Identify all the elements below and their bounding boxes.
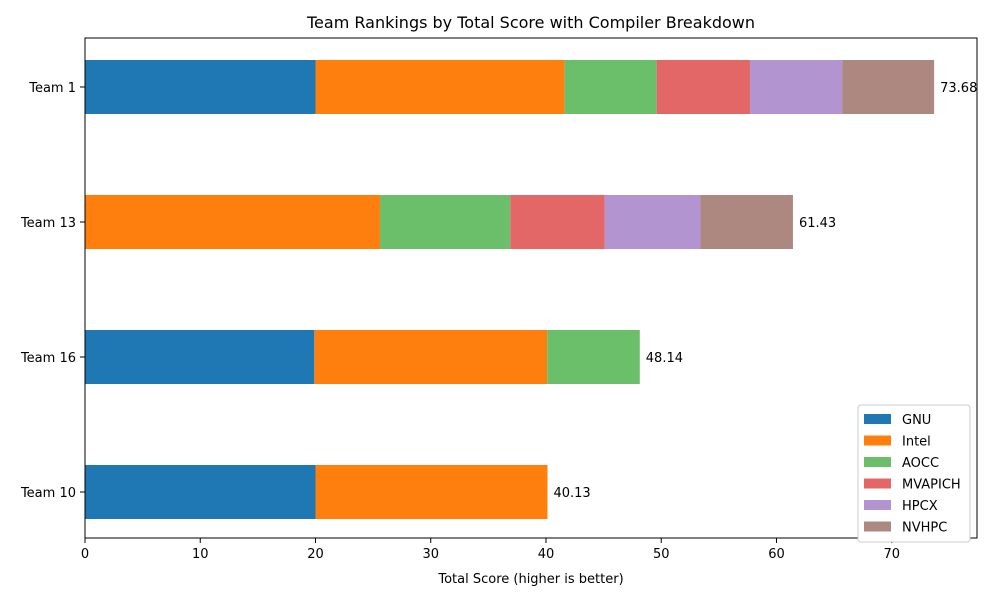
bar-hpcx-team-13 <box>605 195 701 249</box>
y-tick-label: Team 16 <box>20 351 76 366</box>
y-tick-label: Team 13 <box>20 216 76 231</box>
legend-label: MVAPICH <box>902 478 961 493</box>
plot-area: 73.68 Team 1 61.43 Team 13 48.14 Team 16 40.13… <box>20 60 977 562</box>
x-tick-label: 20 <box>307 547 324 562</box>
bar-mvapich-team-1 <box>657 60 750 114</box>
x-tick-label: 50 <box>653 547 670 562</box>
y-tick-label: Team 10 <box>20 486 76 501</box>
bar-hpcx-team-1 <box>750 60 842 114</box>
legend-label: GNU <box>902 413 931 428</box>
y-tick-label: Team 1 <box>28 81 76 96</box>
legend-label: Intel <box>902 435 931 450</box>
bar-gnu-team-16 <box>85 330 314 384</box>
bar-gnu-team-10 <box>85 465 315 519</box>
legend-swatch <box>864 479 891 489</box>
x-tick-label: 40 <box>538 547 555 562</box>
bar-aocc-team-1 <box>564 60 656 114</box>
legend-swatch <box>864 436 891 446</box>
x-tick-label: 60 <box>768 547 785 562</box>
legend-label: HPCX <box>902 499 938 514</box>
legend-swatch <box>864 457 891 467</box>
legend-swatch <box>864 500 891 510</box>
total-label: 48.14 <box>646 351 683 366</box>
legend: GNU Intel AOCC MVAPICH HPCX NVHPC <box>858 405 970 542</box>
x-tick-label: 0 <box>81 547 89 562</box>
x-axis-label: Total Score (higher is better) <box>437 572 623 587</box>
bar-intel-team-13 <box>85 195 380 249</box>
legend-label: NVHPC <box>902 521 947 536</box>
bar-gnu-team-1 <box>85 60 315 114</box>
legend-swatch <box>864 414 891 424</box>
total-label: 61.43 <box>799 216 836 231</box>
bar-aocc-team-13 <box>380 195 510 249</box>
bar-nvhpc-team-13 <box>700 195 793 249</box>
x-tick-label: 70 <box>883 547 900 562</box>
bar-mvapich-team-13 <box>510 195 605 249</box>
bar-intel-team-1 <box>315 60 564 114</box>
bar-intel-team-10 <box>315 465 547 519</box>
bar-aocc-team-16 <box>547 330 640 384</box>
legend-swatch <box>864 522 891 532</box>
total-label: 40.13 <box>553 486 590 501</box>
chart-title: Team Rankings by Total Score with Compil… <box>306 13 755 32</box>
legend-label: AOCC <box>902 456 939 471</box>
bar-intel-team-16 <box>314 330 547 384</box>
x-tick-label: 10 <box>192 547 209 562</box>
bar-nvhpc-team-1 <box>842 60 934 114</box>
total-label: 73.68 <box>940 81 977 96</box>
x-tick-label: 30 <box>422 547 439 562</box>
